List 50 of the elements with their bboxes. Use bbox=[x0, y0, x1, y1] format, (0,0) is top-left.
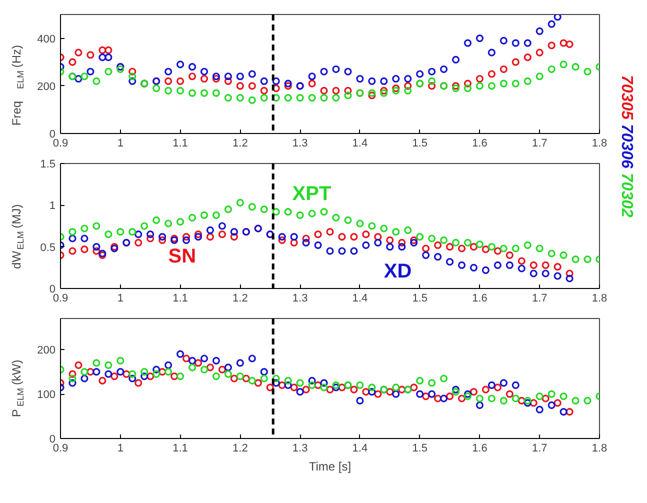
annotation: XPT bbox=[292, 182, 332, 205]
y-tick-label: 0 bbox=[49, 128, 56, 140]
x-tick-label: 1.4 bbox=[352, 292, 368, 304]
x-tick-label: 1.5 bbox=[412, 292, 428, 304]
y-tick-label: 200 bbox=[37, 80, 56, 93]
x-tick-label: 1.5 bbox=[412, 138, 428, 150]
text: 70306 bbox=[618, 124, 635, 168]
x-tick-label: 1.4 bbox=[352, 138, 368, 150]
x-tick-label: 1.6 bbox=[472, 138, 488, 150]
annotation: XD bbox=[384, 260, 412, 282]
y-tick-label: 1 bbox=[49, 200, 56, 212]
x-tick-label: 1.8 bbox=[592, 138, 608, 150]
y-tick-label: 0.5 bbox=[40, 242, 56, 254]
x-tick-label: 1.8 bbox=[592, 292, 608, 304]
x-tick-label: 1.2 bbox=[232, 138, 248, 150]
x-tick-label: 1 bbox=[117, 138, 124, 150]
y-tick-label: 0 bbox=[49, 284, 56, 296]
x-tick-label: 0.9 bbox=[52, 442, 68, 454]
x-tick-label: 1.2 bbox=[232, 292, 248, 304]
y-axis-title: PELM (kW) bbox=[10, 360, 26, 418]
x-tick-label: 1.5 bbox=[412, 442, 428, 454]
y-axis-title: dWELM (MJ) bbox=[10, 204, 26, 269]
x-tick-label: 0.9 bbox=[52, 292, 68, 304]
x-tick-label: 1.1 bbox=[172, 138, 188, 150]
y-tick-label: 200 bbox=[37, 344, 56, 357]
x-tick-label: 1.7 bbox=[532, 138, 548, 150]
x-tick-label: 1.4 bbox=[352, 442, 368, 454]
text: 70305 bbox=[618, 75, 635, 120]
annotation: SN bbox=[168, 245, 196, 268]
y-tick-label: 0 bbox=[49, 434, 56, 446]
x-tick-label: 1 bbox=[117, 442, 124, 454]
y-tick-label: 100 bbox=[37, 389, 56, 402]
x-tick-label: 1.3 bbox=[292, 442, 308, 454]
x-tick-label: 1.7 bbox=[532, 292, 548, 304]
x-tick-label: 1.6 bbox=[472, 292, 488, 304]
text: 70302 bbox=[618, 172, 635, 218]
x-tick-label: 1.2 bbox=[232, 442, 248, 454]
y-tick-label: 400 bbox=[37, 33, 56, 46]
x-tick-label: 1.3 bbox=[292, 138, 308, 150]
x-tick-label: 1.1 bbox=[172, 442, 188, 454]
x-tick-label: 1.7 bbox=[532, 442, 548, 454]
x-axis-title: Time [s] bbox=[308, 460, 352, 474]
x-tick-label: 1.3 bbox=[292, 292, 308, 304]
x-tick-label: 0.9 bbox=[52, 138, 68, 150]
x-tick-label: 1.8 bbox=[592, 442, 608, 454]
x-tick-label: 1.1 bbox=[172, 292, 188, 304]
x-tick-label: 1.6 bbox=[472, 442, 488, 454]
x-tick-label: 1 bbox=[117, 292, 124, 304]
y-tick-label: 1.5 bbox=[40, 158, 56, 170]
y-axis-title: FreqELM (Hz) bbox=[10, 44, 26, 126]
